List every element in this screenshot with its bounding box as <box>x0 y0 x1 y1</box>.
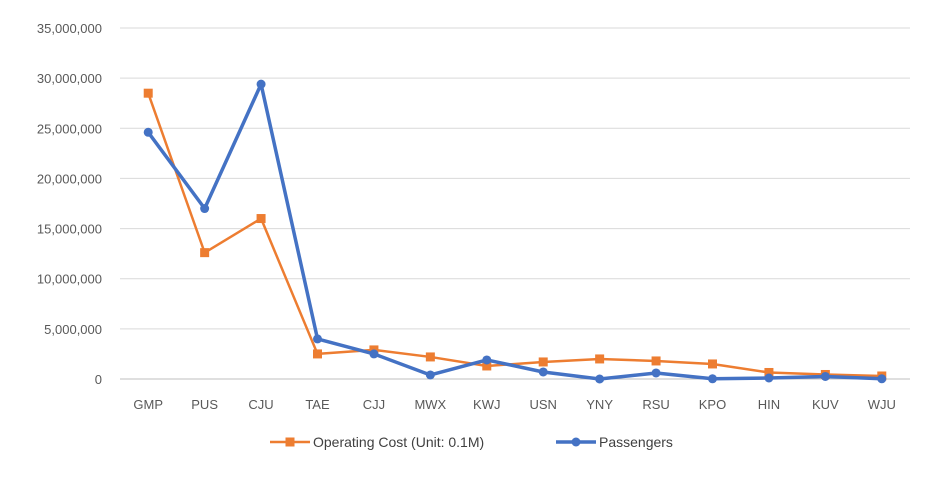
legend-item: Passengers <box>556 434 673 450</box>
data-point <box>538 357 548 367</box>
data-point <box>200 248 210 258</box>
data-point <box>482 361 492 371</box>
y-tick-label: 30,000,000 <box>37 71 102 86</box>
legend: Operating Cost (Unit: 0.1M) Passengers <box>270 434 673 450</box>
data-point <box>764 367 774 377</box>
data-point <box>651 356 661 366</box>
series-0 <box>143 88 887 381</box>
gridlines <box>120 27 910 380</box>
data-point <box>708 359 717 369</box>
y-tick-label: 0 <box>95 372 102 387</box>
x-tick-label: KWJ <box>473 397 500 412</box>
data-point <box>820 371 830 381</box>
data-point <box>313 349 322 359</box>
y-tick-label: 5,000,000 <box>44 322 102 337</box>
data-point <box>651 368 661 378</box>
series-1 <box>143 79 887 384</box>
legend-marker <box>571 437 581 447</box>
legend-item: Operating Cost (Unit: 0.1M) <box>270 434 484 450</box>
legend-label: Passengers <box>599 434 673 450</box>
series-group <box>143 79 887 384</box>
data-point <box>143 88 153 98</box>
data-point <box>143 127 153 137</box>
x-tick-label: PUS <box>191 397 218 412</box>
x-tick-label: USN <box>529 397 556 412</box>
x-tick-label: TAE <box>305 397 330 412</box>
data-point <box>256 214 266 224</box>
data-point <box>764 373 774 383</box>
x-tick-label: KUV <box>812 397 839 412</box>
x-tick-label: CJJ <box>363 397 385 412</box>
legend-label: Operating Cost (Unit: 0.1M) <box>313 434 484 450</box>
data-point <box>595 374 605 384</box>
legend-marker <box>285 437 295 447</box>
data-point <box>482 355 492 365</box>
data-point <box>200 204 210 214</box>
data-point <box>369 349 379 359</box>
x-tick-label: HIN <box>758 397 780 412</box>
data-point <box>425 352 435 362</box>
data-point <box>595 354 605 364</box>
x-tick-label: KPO <box>699 397 726 412</box>
x-tick-label: YNY <box>586 397 613 412</box>
data-point <box>256 79 266 89</box>
data-point <box>877 374 887 384</box>
x-tick-label: MWX <box>414 397 446 412</box>
x-tick-label: WJU <box>868 397 896 412</box>
data-point <box>425 370 435 380</box>
x-tick-label: CJU <box>248 397 273 412</box>
series-line <box>146 82 882 381</box>
series-line <box>147 92 882 378</box>
y-tick-label: 20,000,000 <box>37 171 102 186</box>
x-axis-tick-labels: GMP PUS CJU TAE CJJ MWX KWJ USN YNY RSU KPO HIN KUV W… <box>133 397 895 412</box>
y-tick-label: 15,000,000 <box>37 222 102 237</box>
data-point <box>538 367 548 377</box>
y-tick-label: 35,000,000 <box>37 21 102 36</box>
y-tick-label: 25,000,000 <box>37 121 102 136</box>
y-tick-label: 10,000,000 <box>37 272 102 287</box>
data-point <box>313 334 322 344</box>
x-tick-label: GMP <box>133 397 163 412</box>
data-point <box>708 374 717 384</box>
x-tick-label: RSU <box>642 397 669 412</box>
y-axis-tick-labels: 0 5,000,000 10,000,000 15,000,000 20,000,000… <box>37 21 102 387</box>
